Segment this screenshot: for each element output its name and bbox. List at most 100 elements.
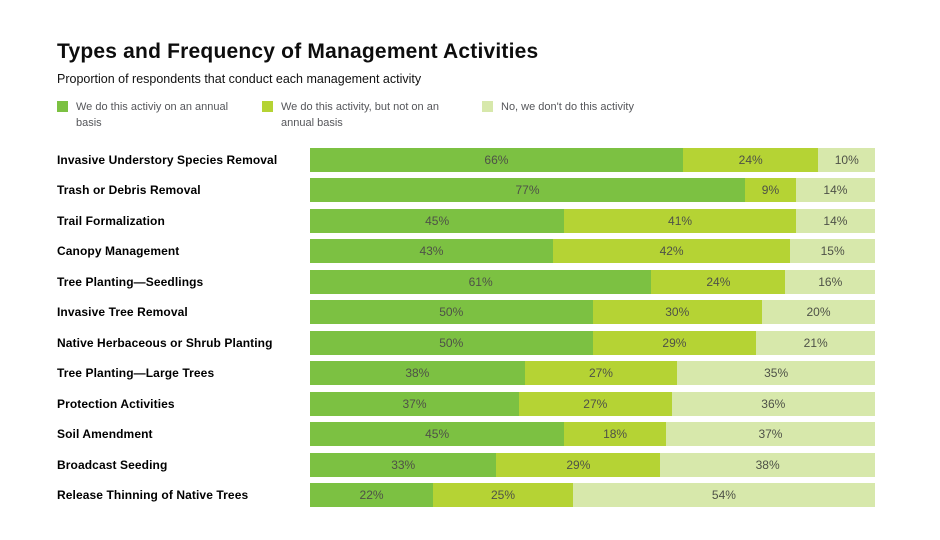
segment-value-label: 10%	[834, 152, 859, 167]
stacked-bar: 37% 27% 36%	[310, 391, 875, 416]
stacked-bar: 43% 42% 15%	[310, 239, 875, 264]
segment-value-label: 30%	[665, 305, 690, 320]
bar-segment-series-1: 29%	[592, 330, 757, 355]
bar-segment-series-1: 30%	[592, 300, 762, 325]
bar-segment-series-0: 50%	[310, 330, 593, 355]
legend-label: We do this activity, but not on an annua…	[281, 101, 439, 129]
chart-row: Protection Activities 37% 27% 36%	[57, 391, 883, 416]
category-label: Protection Activities	[57, 396, 175, 411]
segment-value-label: 9%	[761, 183, 780, 198]
category-label: Broadcast Seeding	[57, 457, 168, 472]
stacked-bar: 45% 18% 37%	[310, 422, 875, 447]
legend: We do this activiy on an annual basis We …	[57, 100, 883, 132]
category-label: Tree Planting—Seedlings	[57, 274, 204, 289]
segment-value-label: 38%	[405, 366, 430, 381]
bar-segment-series-0: 45%	[310, 422, 565, 447]
segment-value-label: 29%	[566, 457, 591, 472]
stacked-bar: 33% 29% 38%	[310, 452, 875, 477]
segment-value-label: 66%	[484, 152, 509, 167]
chart-header: Types and Frequency of Management Activi…	[57, 40, 883, 86]
bar-segment-series-2: 14%	[795, 178, 875, 203]
stacked-bar: 61% 24% 16%	[310, 269, 875, 294]
chart-row: Trail Formalization 45% 41% 14%	[57, 208, 883, 233]
bar-segment-series-0: 45%	[310, 208, 565, 233]
category-label: Trail Formalization	[57, 213, 165, 228]
stacked-bar-chart: Invasive Understory Species Removal 66% 24…	[57, 147, 883, 508]
category-label: Invasive Tree Removal	[57, 305, 188, 320]
stacked-bar: 22% 25% 54%	[310, 483, 875, 508]
legend-item-2: No, we don't do this activity	[482, 100, 642, 132]
bar-segment-series-0: 43%	[310, 239, 553, 264]
bar-segment-series-2: 20%	[762, 300, 875, 325]
bar-segment-series-0: 22%	[310, 483, 434, 508]
bar-segment-series-2: 21%	[756, 330, 875, 355]
stacked-bar: 38% 27% 35%	[310, 361, 875, 386]
stacked-bar: 66% 24% 10%	[310, 147, 875, 172]
segment-value-label: 37%	[758, 427, 783, 442]
bar-segment-series-0: 37%	[310, 391, 520, 416]
bar-segment-series-0: 66%	[310, 147, 683, 172]
stacked-bar: 50% 29% 21%	[310, 330, 875, 355]
segment-value-label: 24%	[738, 152, 763, 167]
category-label: Invasive Understory Species Removal	[57, 152, 278, 167]
category-label: Trash or Debris Removal	[57, 183, 201, 198]
segment-value-label: 27%	[583, 396, 608, 411]
segment-value-label: 24%	[706, 274, 731, 289]
segment-value-label: 14%	[823, 213, 848, 228]
bar-segment-series-0: 38%	[310, 361, 525, 386]
segment-value-label: 20%	[806, 305, 831, 320]
bar-segment-series-2: 36%	[671, 391, 875, 416]
page-title: Types and Frequency of Management Activi…	[57, 40, 539, 63]
category-label: Native Herbaceous or Shrub Planting	[57, 335, 273, 350]
chart-row: Canopy Management 43% 42% 15%	[57, 239, 883, 264]
segment-value-label: 77%	[515, 183, 540, 198]
segment-value-label: 43%	[419, 244, 444, 259]
segment-value-label: 33%	[391, 457, 416, 472]
bar-segment-series-2: 54%	[572, 483, 875, 508]
bar-segment-series-1: 18%	[564, 422, 666, 447]
bar-segment-series-2: 14%	[795, 208, 875, 233]
legend-swatch-icon	[482, 101, 493, 112]
bar-segment-series-2: 35%	[677, 361, 875, 386]
segment-value-label: 22%	[359, 488, 384, 503]
bar-segment-series-1: 29%	[496, 452, 661, 477]
segment-value-label: 21%	[803, 335, 828, 350]
legend-label: No, we don't do this activity	[501, 101, 634, 113]
bar-segment-series-1: 24%	[651, 269, 786, 294]
segment-value-label: 50%	[439, 335, 464, 350]
chart-row: Invasive Understory Species Removal 66% 24…	[57, 147, 883, 172]
chart-row: Soil Amendment 45% 18% 37%	[57, 422, 883, 447]
legend-swatch-icon	[262, 101, 273, 112]
legend-item-0: We do this activiy on an annual basis	[57, 100, 262, 132]
segment-value-label: 42%	[659, 244, 684, 259]
segment-value-label: 14%	[823, 183, 848, 198]
segment-value-label: 54%	[711, 488, 736, 503]
bar-segment-series-2: 15%	[790, 239, 875, 264]
bar-segment-series-1: 25%	[433, 483, 573, 508]
bar-segment-series-1: 24%	[682, 147, 819, 172]
bar-segment-series-1: 42%	[552, 239, 791, 264]
segment-value-label: 41%	[668, 213, 693, 228]
bar-segment-series-0: 33%	[310, 452, 497, 477]
chart-row: Release Thinning of Native Trees 22% 25% 54…	[57, 483, 883, 508]
stacked-bar: 77% 9% 14%	[310, 178, 875, 203]
chart-row: Broadcast Seeding 33% 29% 38%	[57, 452, 883, 477]
bar-segment-series-2: 10%	[818, 147, 875, 172]
category-label: Canopy Management	[57, 244, 180, 259]
segment-value-label: 61%	[468, 274, 493, 289]
legend-item-1: We do this activity, but not on an annua…	[262, 100, 482, 132]
segment-value-label: 50%	[439, 305, 464, 320]
segment-value-label: 37%	[402, 396, 427, 411]
chart-row: Tree Planting—Seedlings 61% 24% 16%	[57, 269, 883, 294]
bar-segment-series-1: 9%	[745, 178, 796, 203]
category-label: Soil Amendment	[57, 427, 153, 442]
bar-segment-series-0: 50%	[310, 300, 593, 325]
legend-swatch-icon	[57, 101, 68, 112]
chart-page: Types and Frequency of Management Activi…	[57, 40, 883, 514]
segment-value-label: 35%	[764, 366, 789, 381]
category-label: Tree Planting—Large Trees	[57, 366, 215, 381]
chart-row: Tree Planting—Large Trees 38% 27% 35%	[57, 361, 883, 386]
segment-value-label: 45%	[425, 427, 450, 442]
bar-segment-series-2: 16%	[785, 269, 875, 294]
segment-value-label: 36%	[761, 396, 786, 411]
